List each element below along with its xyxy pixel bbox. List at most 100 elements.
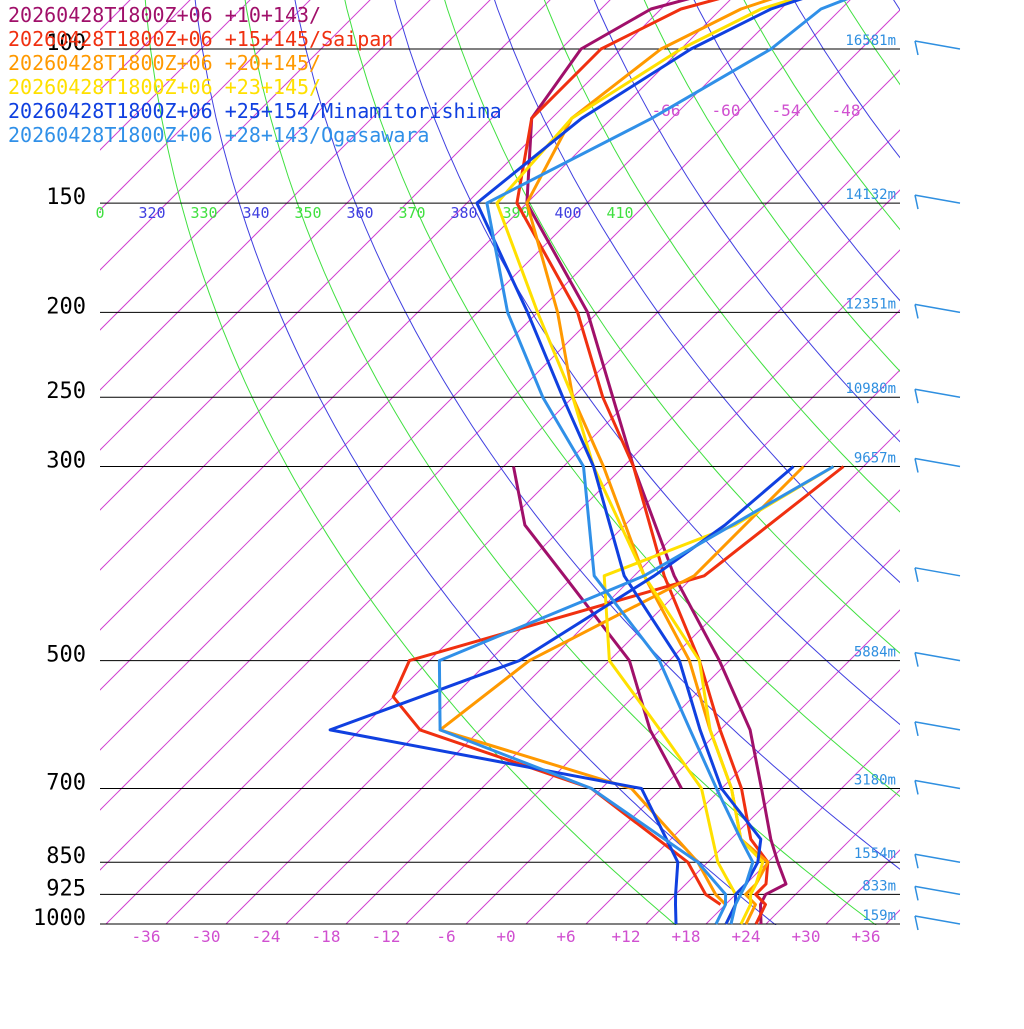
wind-barb-flag — [915, 568, 918, 582]
pressure-label: 700 — [46, 770, 86, 795]
theta-label: 360 — [346, 204, 373, 222]
theta-label: 330 — [190, 204, 217, 222]
wind-barb-staff — [915, 780, 960, 788]
height-label: 16581m — [845, 33, 896, 49]
wind-barb — [915, 653, 960, 667]
wind-barb — [915, 304, 960, 318]
dry-adiabat-line — [409, 0, 1024, 942]
dewpoint-line-2 — [440, 467, 803, 905]
wind-barb-staff — [915, 458, 960, 466]
height-label: 9657m — [854, 450, 896, 466]
wind-barb-flag — [915, 653, 918, 667]
wind-barb-flag — [915, 722, 918, 736]
dry-adiabat-line — [722, 0, 1024, 942]
wind-barb — [915, 780, 960, 794]
height-label: 10980m — [845, 381, 896, 397]
isotherm-line — [646, 0, 1024, 924]
wind-barb-staff — [915, 722, 960, 730]
temperature-tick-label: +18 — [672, 927, 701, 946]
pressure-label: 1000 — [33, 906, 86, 931]
wind-barb-flag — [915, 389, 918, 403]
pressure-label: 925 — [46, 876, 86, 901]
temperature-tick-label: -24 — [252, 927, 281, 946]
skew-isotherm-label: -48 — [832, 101, 861, 120]
wind-barb-flag — [915, 458, 918, 472]
wind-barb — [915, 389, 960, 403]
legend-entry: 20260428T1800Z+06 +20+145/ — [8, 51, 321, 75]
wind-barb-staff — [915, 854, 960, 862]
theta-label: 380 — [450, 204, 477, 222]
wind-barb — [915, 458, 960, 472]
temperature-tick-label: -12 — [372, 927, 401, 946]
temperature-tick-label: -6 — [436, 927, 455, 946]
legend-entry: 20260428T1800Z+06 +10+143/ — [8, 3, 321, 27]
dry-adiabat-line — [364, 0, 1024, 942]
theta-label: 410 — [606, 204, 633, 222]
wind-barb — [915, 722, 960, 736]
wind-barb-flag — [915, 195, 918, 209]
height-label: 1554m — [854, 846, 896, 862]
wind-barb — [915, 195, 960, 209]
wind-barb-staff — [915, 653, 960, 661]
height-label: 12351m — [845, 296, 896, 312]
pressure-label: 300 — [46, 448, 86, 473]
legend-entry: 20260428T1800Z+06 +15+145/Saipan — [8, 27, 393, 51]
theta-label: 340 — [242, 204, 269, 222]
skew-isotherm-label: -60 — [712, 101, 741, 120]
wind-barb — [915, 916, 960, 930]
temperature-tick-label: +0 — [496, 927, 515, 946]
temperature-tick-label: -30 — [192, 927, 221, 946]
temperature-tick-label: +24 — [732, 927, 761, 946]
wind-barb-flag — [915, 41, 918, 55]
temperature-tick-label: -18 — [312, 927, 341, 946]
theta-label: 320 — [138, 204, 165, 222]
wind-barb-staff — [915, 195, 960, 203]
legend-entry: 20260428T1800Z+06 +25+154/Minamitorishim… — [8, 99, 502, 123]
temperature-tick-label: +36 — [852, 927, 881, 946]
wind-barb-staff — [915, 568, 960, 576]
height-label: 5884m — [854, 645, 896, 661]
legend: 20260428T1800Z+06 +10+143/20260428T1800Z… — [8, 3, 502, 147]
skew-isotherm-label: -54 — [772, 101, 801, 120]
theta-label: 400 — [554, 204, 581, 222]
height-label: 3180m — [854, 772, 896, 788]
wind-barb-flag — [915, 780, 918, 794]
temperature-tick-label: -36 — [132, 927, 161, 946]
wind-barb-flag — [915, 916, 918, 930]
wind-barb-staff — [915, 389, 960, 397]
dry-adiabat-line — [677, 0, 1024, 942]
wind-barb — [915, 568, 960, 582]
height-label: 159m — [862, 908, 896, 924]
pressure-label: 500 — [46, 643, 86, 668]
temperature-tick-label: +30 — [792, 927, 821, 946]
wind-barb-flag — [915, 854, 918, 868]
isotherm-line — [886, 0, 1024, 924]
legend-entry: 20260428T1800Z+06 +28+143/Ogasawara — [8, 123, 429, 147]
isotherm-line — [1006, 0, 1024, 924]
isotherm-line — [946, 0, 1024, 924]
wind-barb-flag — [915, 304, 918, 318]
height-label: 833m — [862, 878, 896, 894]
dry-adiabat-line — [588, 0, 1024, 942]
wind-barb-flag — [915, 886, 918, 900]
wind-barb — [915, 886, 960, 900]
height-label: 14132m — [845, 187, 896, 203]
wind-barb-staff — [915, 916, 960, 924]
pressure-label: 200 — [46, 294, 86, 319]
legend-entry: 20260428T1800Z+06 +23+145/ — [8, 75, 321, 99]
wind-barb-staff — [915, 41, 960, 49]
dry-adiabat-line — [767, 0, 1024, 942]
pressure-label: 250 — [46, 379, 86, 404]
pressure-label: 850 — [46, 844, 86, 869]
pressure-label: 150 — [46, 185, 86, 210]
theta-label: 0 — [95, 204, 104, 222]
wind-barb — [915, 854, 960, 868]
temperature-tick-label: +6 — [556, 927, 575, 946]
dry-adiabat-line — [498, 0, 1024, 942]
wind-barb-staff — [915, 304, 960, 312]
wind-barb — [915, 41, 960, 55]
theta-label: 370 — [398, 204, 425, 222]
theta-label: 350 — [294, 204, 321, 222]
